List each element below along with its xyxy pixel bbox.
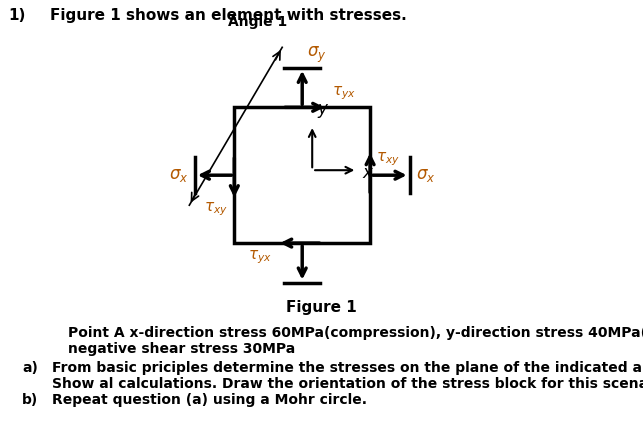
Text: Show al calculations. Draw the orientation of the stress block for this scenario: Show al calculations. Draw the orientati… [52,377,643,391]
Text: $\sigma_y$: $\sigma_y$ [307,45,327,65]
Text: Figure 1: Figure 1 [285,300,356,315]
Text: a): a) [22,361,38,375]
Text: negative shear stress 30MPa: negative shear stress 30MPa [68,342,295,356]
Text: Figure 1 shows an element with stresses.: Figure 1 shows an element with stresses. [50,8,407,23]
Text: Point A x-direction stress 60MPa(compression), y-direction stress 40MPa(tension): Point A x-direction stress 60MPa(compres… [68,326,643,340]
Text: $\tau_{xy}$: $\tau_{xy}$ [204,200,228,218]
Text: Repeat question (a) using a Mohr circle.: Repeat question (a) using a Mohr circle. [52,393,367,407]
Text: x: x [362,164,372,182]
Text: $\tau_{xy}$: $\tau_{xy}$ [376,150,400,168]
Text: $\sigma_x$: $\sigma_x$ [169,166,189,184]
Text: Angle 1: Angle 1 [228,15,287,29]
Text: b): b) [22,393,38,407]
Bar [234,107,370,243]
Text: $\sigma_x$: $\sigma_x$ [415,166,435,184]
Text: $\tau_{yx}$: $\tau_{yx}$ [332,85,356,102]
Text: 1): 1) [8,8,25,23]
Text: From basic priciples determine the stresses on the plane of the indicated angle : From basic priciples determine the stres… [52,361,643,375]
Text: $\tau_{yx}$: $\tau_{yx}$ [248,248,272,266]
Text: y: y [317,100,327,118]
